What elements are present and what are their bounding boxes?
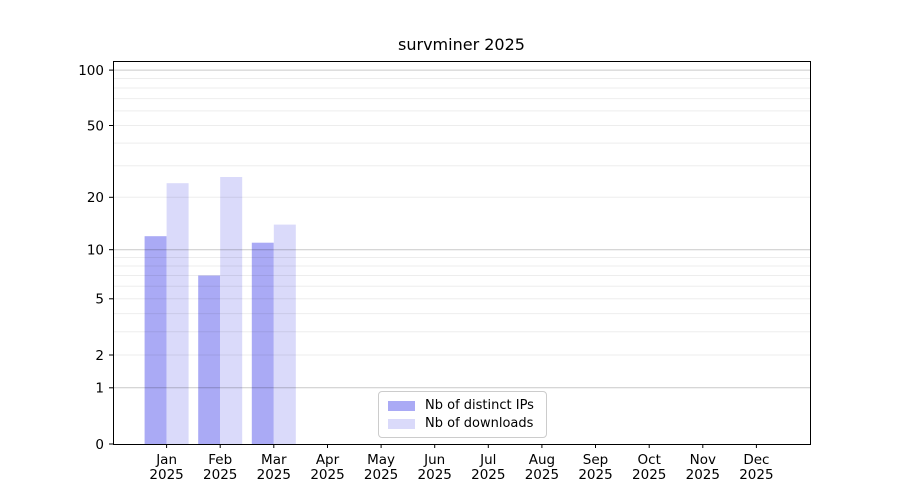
- y-tick-label-5: 5: [95, 292, 104, 308]
- bar-feb-downloads: [220, 177, 243, 444]
- x-tick-label-month-may: May: [367, 452, 395, 468]
- x-tick-label-month-oct: Oct: [638, 452, 661, 468]
- y-tick-label-2: 2: [95, 348, 104, 364]
- x-tick-label-month-nov: Nov: [690, 452, 716, 468]
- bar-mar-downloads: [273, 224, 296, 444]
- legend-label-distinct-ips: Nb of distinct IPs: [425, 398, 534, 413]
- x-tick-label-year-feb: 2025: [203, 467, 237, 483]
- x-tick-label-year-aug: 2025: [525, 467, 559, 483]
- legend-row-distinct-ips: Nb of distinct IPs: [388, 398, 540, 413]
- legend-row-downloads: Nb of downloads: [388, 416, 540, 431]
- y-tick-label-100: 100: [78, 63, 104, 79]
- x-tick-label-year-mar: 2025: [257, 467, 291, 483]
- x-tick-label-year-dec: 2025: [739, 467, 773, 483]
- legend: Nb of distinct IPs Nb of downloads: [378, 391, 547, 438]
- x-tick-label-month-mar: Mar: [261, 452, 287, 468]
- y-tick-label-10: 10: [87, 243, 104, 259]
- x-tick-label-year-apr: 2025: [310, 467, 344, 483]
- x-tick-label-year-jun: 2025: [418, 467, 452, 483]
- bar-jan-distinct-ips: [144, 236, 167, 444]
- y-tick-label-50: 50: [87, 118, 104, 134]
- x-tick-label-year-sep: 2025: [578, 467, 612, 483]
- legend-swatch-downloads: [388, 418, 415, 429]
- bar-mar-distinct-ips: [251, 242, 274, 444]
- bar-feb-distinct-ips: [198, 275, 221, 444]
- x-tick-label-year-nov: 2025: [686, 467, 720, 483]
- x-tick-label-month-feb: Feb: [208, 452, 232, 468]
- x-tick-label-year-jul: 2025: [471, 467, 505, 483]
- x-tick-label-month-jul: Jul: [479, 452, 496, 468]
- bar-jan-downloads: [166, 183, 189, 444]
- plot-border: [113, 61, 811, 445]
- x-tick-label-month-jun: Jun: [423, 452, 445, 468]
- x-tick-label-year-may: 2025: [364, 467, 398, 483]
- x-tick-label-year-oct: 2025: [632, 467, 666, 483]
- y-tick-label-20: 20: [87, 190, 104, 206]
- y-tick-label-1: 1: [95, 381, 104, 397]
- x-tick-label-month-apr: Apr: [316, 452, 340, 468]
- x-tick-label-month-sep: Sep: [583, 452, 608, 468]
- y-tick-label-0: 0: [95, 437, 104, 453]
- legend-label-downloads: Nb of downloads: [425, 416, 534, 431]
- x-tick-label-month-jan: Jan: [155, 452, 177, 468]
- x-tick-label-month-aug: Aug: [529, 452, 555, 468]
- chart-title: survminer 2025: [398, 35, 525, 54]
- x-tick-label-month-dec: Dec: [743, 452, 769, 468]
- legend-swatch-distinct-ips: [388, 400, 415, 411]
- x-tick-label-year-jan: 2025: [149, 467, 183, 483]
